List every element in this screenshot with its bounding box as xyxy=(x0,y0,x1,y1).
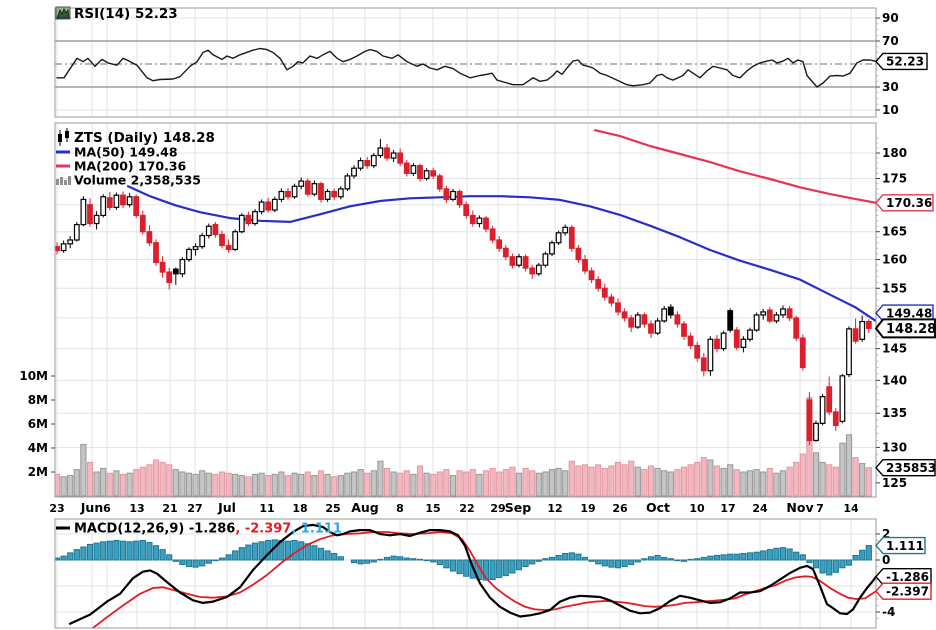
price-clip-content xyxy=(55,129,876,497)
date-axis-day-label: 23 xyxy=(49,502,64,515)
ma200-line xyxy=(593,129,876,204)
volume-axis-tick: 2M xyxy=(28,465,48,479)
date-axis-day-label: 15 xyxy=(425,502,440,515)
price-axis-tick: 160 xyxy=(882,253,907,267)
rsi-value-callout-text: 52.23 xyxy=(886,55,924,69)
date-axis-day-label: 25 xyxy=(325,502,340,515)
rsi-line xyxy=(56,47,876,88)
rsi-legend-label: RSI(14) 52.23 xyxy=(74,6,178,22)
date-axis-day-label: 17 xyxy=(720,502,735,515)
date-axis: 23 Jun 6 13 21 27 Jul 11 18 25 Aug 8 15 22 29 Sep 12 19 26… xyxy=(49,500,859,515)
rsi-area-icon xyxy=(55,6,71,20)
date-axis-day-label: 14 xyxy=(843,502,859,515)
macd-panel: 2 0 -4 1.111 -1.286-2.397 MACD(12,26,9) -1.28… xyxy=(54,518,932,629)
macd-value-callout-text: -1.286 xyxy=(886,570,929,584)
ma50-legend-label: MA(50) 149.48 xyxy=(74,145,178,160)
date-axis-day-label: 11 xyxy=(259,502,274,515)
rsi-plot-area[interactable] xyxy=(55,8,876,117)
rsi-axis-tick: 90 xyxy=(882,11,899,25)
date-axis-day-label: 22 xyxy=(459,502,474,515)
volume-bars xyxy=(55,397,872,497)
rsi-axis-tick: 70 xyxy=(882,34,899,48)
date-axis-day-label: 26 xyxy=(612,502,628,515)
macd-value-callout: -1.286 xyxy=(875,568,932,586)
price-axis-tick: 135 xyxy=(882,406,907,420)
date-axis-day-label: 8 xyxy=(396,502,404,515)
price-panel: 180 175 165 160 155 145 140 135 130 125 10M 8M 6M 4M 2… xyxy=(19,122,936,498)
date-axis-day-label: 19 xyxy=(580,502,595,515)
price-axis-tick: 125 xyxy=(882,476,907,490)
date-axis-day-label: 24 xyxy=(752,502,768,515)
volume-bars-icon xyxy=(56,176,71,185)
date-axis-day-label: 18 xyxy=(292,502,307,515)
candlestick-icon xyxy=(58,128,69,146)
date-axis-day-label: 6 xyxy=(103,502,111,515)
date-axis-month-label: Sep xyxy=(505,500,531,515)
date-axis-day-label: 29 xyxy=(490,502,505,515)
date-axis-month-label: Aug xyxy=(351,500,379,515)
macd-signal-callout-text: -2.397 xyxy=(886,584,929,598)
macd-histogram xyxy=(55,539,872,581)
date-axis-month-label: Jul xyxy=(217,500,236,515)
date-axis-month-label: Nov xyxy=(786,500,813,515)
volume-value-callout: 235853 xyxy=(875,459,936,477)
ma200-legend-label: MA(200) 170.36 xyxy=(74,159,187,174)
macd-hist-callout: 1.111 xyxy=(875,536,926,555)
symbol-legend-label: ZTS (Daily) 148.28 xyxy=(74,130,215,146)
macd-clip-content xyxy=(55,523,876,628)
date-axis-day-label: 13 xyxy=(129,502,144,515)
macd-grid xyxy=(56,519,852,628)
macd-line xyxy=(68,523,876,625)
ma200-value-callout-text: 170.36 xyxy=(886,196,932,210)
price-axis-tick: 155 xyxy=(882,281,907,295)
date-axis-day-label: 27 xyxy=(187,502,202,515)
rsi-axis-tick: 10 xyxy=(882,103,899,117)
macd-legend: MACD(12,26,9) -1.286, -2.397, 1.111 xyxy=(56,522,342,537)
price-axis-tick: 140 xyxy=(882,373,907,387)
candlesticks xyxy=(55,139,872,446)
price-plot-area[interactable] xyxy=(55,123,876,497)
volume-axis-tick: 6M xyxy=(28,417,48,431)
volume-value-callout-text: 235853 xyxy=(886,461,936,475)
price-axis-tick: 180 xyxy=(882,146,907,160)
price-axis-tick: 165 xyxy=(882,225,907,239)
rsi-value-callout: 52.23 xyxy=(875,52,928,71)
ma50-value-callout-text: 149.48 xyxy=(886,306,932,320)
date-axis-day-label: 12 xyxy=(547,502,562,515)
macd-axis-tick: 2 xyxy=(882,527,890,541)
rsi-grid xyxy=(56,8,852,117)
volume-axis-tick: 10M xyxy=(19,369,48,383)
rsi-legend: RSI(14) 52.23 xyxy=(55,6,178,22)
macd-axis-tick: -4 xyxy=(882,605,895,619)
price-axis-tick: 145 xyxy=(882,342,907,356)
last-price-callout-text: 148.28 xyxy=(886,322,936,337)
rsi-panel: 90 70 30 10 52.23 RSI(14) 52.23 xyxy=(54,6,928,118)
volume-legend-label: Volume 2,358,535 xyxy=(74,173,201,188)
date-axis-month-label: Jun xyxy=(80,500,103,515)
ma200-value-callout: 170.36 xyxy=(875,194,934,212)
rsi-axis-tick: 30 xyxy=(882,80,899,94)
date-axis-day-label: 7 xyxy=(816,502,824,515)
volume-axis-tick: 4M xyxy=(28,441,48,455)
price-grid xyxy=(56,123,852,497)
macd-legend-label: MACD(12,26,9) -1.286, -2.397, 1.111 xyxy=(74,522,342,537)
price-axis-tick: 130 xyxy=(882,440,907,454)
macd-hist-callout-text: 1.111 xyxy=(886,539,924,553)
last-price-callout: 148.28 xyxy=(874,318,936,339)
price-axis-tick: 175 xyxy=(882,171,907,185)
macd-signal-callout: -2.397 xyxy=(875,582,932,600)
macd-axis-tick: 0 xyxy=(882,553,890,567)
date-axis-month-label: Oct xyxy=(646,500,670,515)
date-axis-day-label: 21 xyxy=(162,502,177,515)
date-axis-day-label: 10 xyxy=(689,502,705,515)
volume-axis-tick: 8M xyxy=(28,393,48,407)
ma50-value-callout: 149.48 xyxy=(875,304,934,322)
